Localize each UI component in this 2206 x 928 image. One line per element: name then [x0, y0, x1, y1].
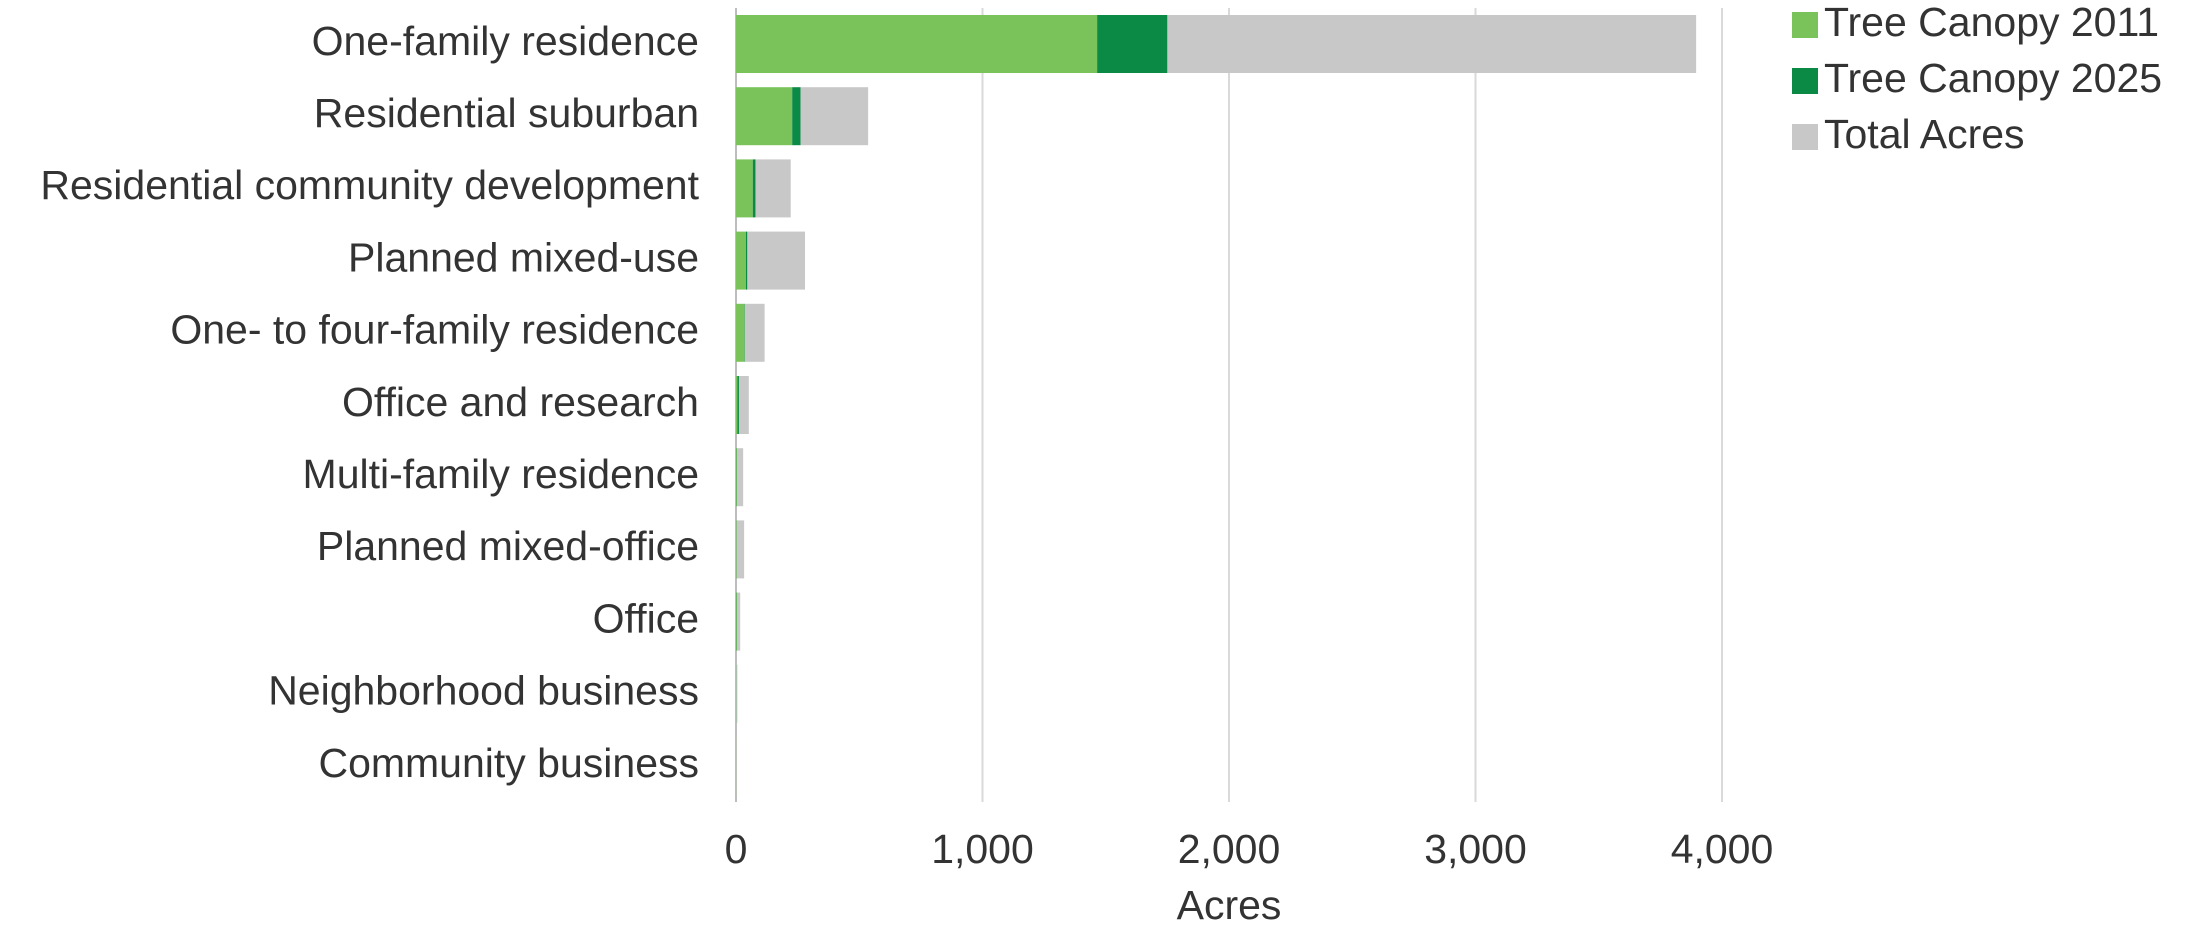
legend-label: Tree Canopy 2025: [1824, 55, 2162, 101]
x-tick-label: 2,000: [1178, 826, 1281, 872]
bar-segment: [1167, 15, 1697, 73]
bar-segment: [755, 159, 791, 218]
bar-segment: [792, 87, 801, 146]
x-tick-label: 0: [725, 826, 748, 872]
bar-segment: [737, 376, 739, 434]
bar-segment: [736, 87, 793, 146]
x-axis-title: Acres: [1177, 882, 1282, 928]
x-tick-label: 4,000: [1671, 826, 1774, 872]
bar-segment: [736, 520, 745, 579]
bar-segment: [736, 664, 738, 723]
legend-swatch: [1792, 12, 1818, 38]
y-tick-label: Neighborhood business: [268, 668, 699, 714]
bar-segment: [736, 592, 737, 651]
bar-segment: [745, 231, 748, 290]
legend-swatch: [1792, 124, 1818, 150]
bar-segment: [736, 376, 738, 434]
bar-segment: [736, 159, 753, 218]
y-tick-label: Residential community development: [40, 162, 699, 208]
y-tick-label: One-family residence: [312, 18, 699, 64]
bar-segment: [1097, 15, 1168, 73]
bar-segment: [736, 592, 741, 651]
bar-segment: [736, 448, 737, 507]
y-tick-label: Planned mixed-use: [348, 234, 699, 280]
y-tick-label: Residential suburban: [314, 90, 699, 136]
x-tick-label: 1,000: [931, 826, 1034, 872]
y-tick-label: Community business: [318, 740, 699, 786]
x-tick-label: 3,000: [1424, 826, 1527, 872]
legend-swatch: [1792, 68, 1818, 94]
y-tick-label: Multi-family residence: [303, 451, 699, 497]
bar-segment: [752, 159, 756, 218]
bar-segment: [736, 231, 746, 290]
bar-segment: [736, 303, 745, 362]
legend-label: Tree Canopy 2011: [1824, 0, 2159, 45]
legend-label: Total Acres: [1824, 111, 2025, 157]
y-tick-label: Planned mixed-office: [317, 523, 699, 569]
bar-segment: [800, 87, 869, 146]
y-tick-label: Office: [593, 595, 699, 641]
bar-segment: [738, 376, 749, 434]
bar-segment: [747, 231, 806, 290]
bar-segment: [736, 15, 1098, 73]
bar-segment: [736, 448, 744, 507]
y-tick-label: Office and research: [342, 379, 699, 425]
bar-segment: [744, 303, 765, 362]
y-tick-label: One- to four-family residence: [170, 307, 699, 353]
